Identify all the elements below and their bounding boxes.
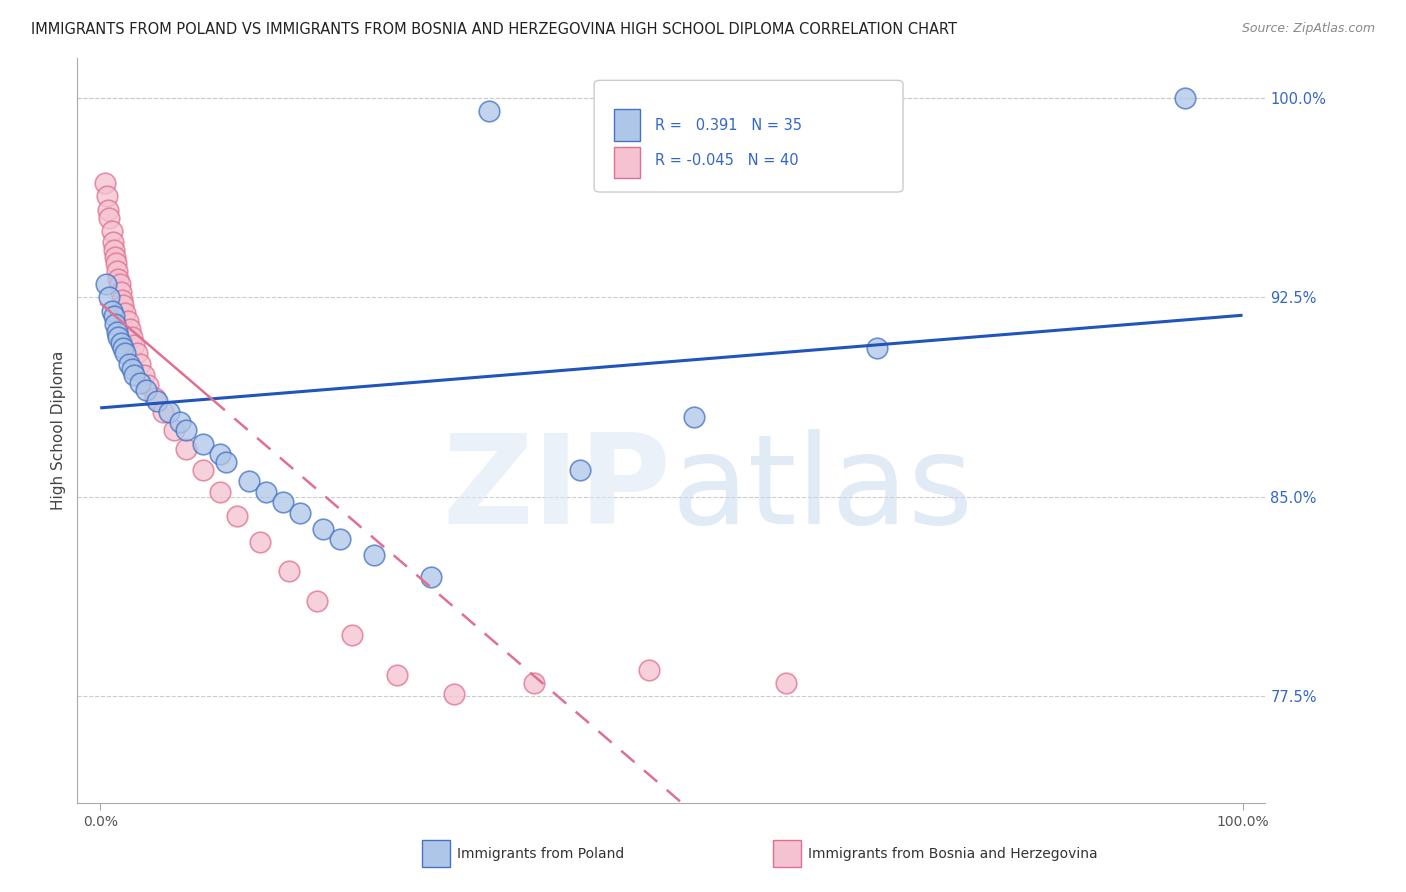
Text: R = -0.045   N = 40: R = -0.045 N = 40 [655,153,799,169]
Point [124,368,146,382]
Point [1174,91,1197,105]
Point [191,463,214,477]
Point [157,405,180,419]
Point [118,357,141,371]
Point [98,211,121,225]
Text: R =   0.391   N = 35: R = 0.391 N = 35 [655,118,801,133]
FancyBboxPatch shape [614,146,641,178]
Point [100,303,122,318]
Point [249,535,271,549]
Point [136,378,159,392]
Point [111,298,135,312]
Point [118,322,141,336]
Point [152,405,174,419]
Point [191,436,214,450]
Point [866,341,889,355]
Point [478,104,501,119]
Point [129,357,152,371]
FancyBboxPatch shape [614,110,641,141]
Point [93,176,115,190]
Point [104,251,127,265]
Point [307,593,329,607]
Point [385,668,409,682]
Point [443,687,465,701]
Point [105,264,128,278]
Point [111,341,135,355]
Point [420,570,443,584]
Point [174,424,197,438]
Point [312,522,335,536]
Text: ZIP: ZIP [443,429,672,550]
Point [226,508,249,523]
Point [108,277,131,291]
FancyBboxPatch shape [595,80,903,192]
Point [129,376,152,390]
Point [107,330,129,344]
Point [121,330,143,344]
Point [209,484,232,499]
Point [96,189,118,203]
Point [105,256,128,270]
Point [117,314,139,328]
Point [114,306,136,320]
Point [523,676,546,690]
Point [114,346,136,360]
Point [103,243,125,257]
Point [288,506,311,520]
Point [169,416,191,430]
Text: Source: ZipAtlas.com: Source: ZipAtlas.com [1241,22,1375,36]
Y-axis label: High School Diploma: High School Diploma [51,351,66,510]
Point [238,474,260,488]
Point [104,317,127,331]
Text: Immigrants from Bosnia and Herzegovina: Immigrants from Bosnia and Herzegovina [808,847,1098,861]
Point [110,335,132,350]
Point [363,549,385,563]
Point [143,392,166,406]
Point [124,338,146,352]
Text: Immigrants from Poland: Immigrants from Poland [457,847,624,861]
Point [132,368,155,382]
Point [110,285,132,299]
Point [277,565,299,579]
Point [637,663,659,677]
Point [174,442,197,456]
Text: IMMIGRANTS FROM POLAND VS IMMIGRANTS FROM BOSNIA AND HERZEGOVINA HIGH SCHOOL DIP: IMMIGRANTS FROM POLAND VS IMMIGRANTS FRO… [31,22,957,37]
Point [146,394,169,409]
Point [271,495,294,509]
Point [100,224,122,238]
Point [340,628,363,642]
Point [97,202,120,217]
Point [329,533,352,547]
Point [163,424,186,438]
Point [135,384,157,398]
Point [98,290,121,304]
Point [121,362,143,376]
Point [94,277,117,291]
Point [254,484,277,499]
Point [111,293,134,307]
Point [209,447,232,461]
Point [105,325,128,339]
Point [215,455,238,469]
Point [101,235,124,249]
Point [125,346,148,360]
Point [103,309,125,323]
Point [683,410,706,425]
Point [107,272,129,286]
Text: atlas: atlas [672,429,973,550]
Point [568,463,591,477]
Point [775,676,797,690]
